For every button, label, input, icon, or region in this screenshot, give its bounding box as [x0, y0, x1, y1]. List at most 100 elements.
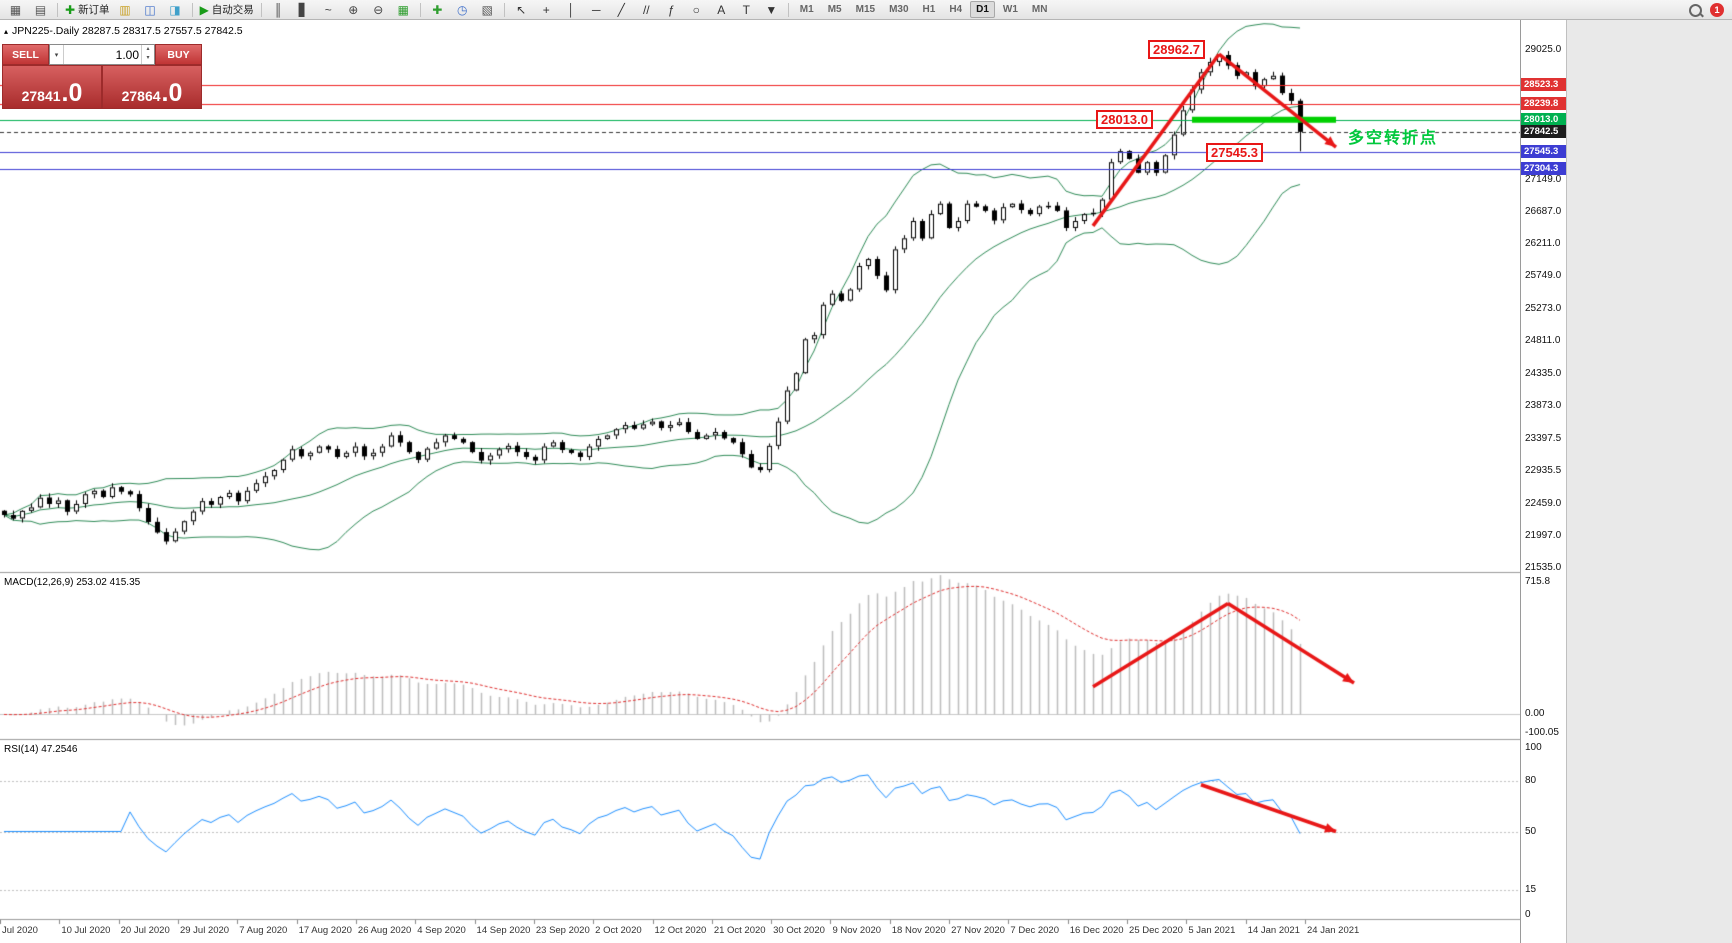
market-watch-icon[interactable]: ▥: [113, 0, 138, 19]
price-axis[interactable]: 29025.0 27149.0 26687.0 26211.0 25749.0 25273…: [1520, 20, 1566, 943]
timeframe-m30[interactable]: M30: [889, 4, 909, 15]
date-label: 17 Aug 2020: [298, 925, 352, 936]
vertical-line-icon: │: [567, 2, 576, 17]
date-label: 26 Aug 2020: [357, 925, 412, 936]
trendline-icon[interactable]: ╱: [609, 0, 634, 19]
label-icon[interactable]: T: [734, 0, 759, 19]
zoom-in-icon[interactable]: ⊕: [341, 0, 366, 19]
volume-input[interactable]: [64, 45, 141, 64]
price-axis-label: 25273.0: [1525, 303, 1562, 315]
peak-price-callout[interactable]: 28962.7: [1148, 40, 1205, 59]
volume-down-icon[interactable]: ▾: [146, 55, 150, 61]
text-icon[interactable]: A: [709, 0, 734, 19]
navigator-icon[interactable]: ◨: [163, 0, 188, 19]
new-order-button[interactable]: ✚ 新订单: [62, 0, 113, 19]
price-axis-label: 25749.0: [1525, 270, 1562, 282]
shapes-icon[interactable]: ○: [684, 0, 709, 19]
rsi-axis-label: 50: [1525, 825, 1537, 837]
buy-button[interactable]: BUY: [155, 44, 202, 65]
date-label: 10 Jul 2020: [61, 925, 111, 936]
date-label: 27 Nov 2020: [951, 925, 1005, 936]
bar-chart-icon: ║: [274, 2, 283, 17]
price-axis-label: 27149.0: [1525, 173, 1562, 185]
arrows-tool-icon[interactable]: ▼: [759, 0, 784, 19]
time-axis[interactable]: Jul 2020 10 Jul 2020 20 Jul 2020 29 Jul 202…: [0, 920, 1520, 943]
new-chart-icon[interactable]: ▦: [3, 0, 28, 19]
date-label: 2 Oct 2020: [595, 925, 642, 936]
buy-price[interactable]: 27864.0: [102, 65, 202, 109]
timeframe-w1[interactable]: W1: [1002, 4, 1018, 15]
price-axis-label: 24811.0: [1525, 335, 1561, 347]
macd-axis-label: 0.00: [1525, 708, 1545, 720]
toolbar-separator: [787, 2, 789, 17]
support-price-callout[interactable]: 28013.0: [1096, 110, 1153, 129]
autotrading-button: ▶: [199, 2, 209, 17]
price-axis-label: 24335.0: [1525, 368, 1562, 380]
timeframe-m5[interactable]: M5: [827, 4, 842, 15]
crosshair-icon[interactable]: +: [534, 0, 559, 19]
price-axis-badge: 27545.3: [1521, 145, 1566, 159]
toolbar-separator: [503, 2, 505, 17]
tile-windows-icon: ▦: [397, 2, 409, 17]
volume-up-icon[interactable]: ▴: [146, 46, 150, 52]
line-chart-icon[interactable]: ~: [316, 0, 341, 19]
cursor-icon: ↖: [516, 2, 527, 17]
rsi-axis-label: 100: [1525, 742, 1542, 753]
text-icon: A: [717, 2, 726, 17]
fibonacci-icon: ƒ: [667, 2, 675, 17]
date-label: 12 Oct 2020: [654, 925, 707, 936]
notification-badge[interactable]: 1: [1710, 3, 1724, 17]
search-icon[interactable]: [1689, 3, 1702, 17]
toolbar-separator: [191, 2, 193, 17]
timeframe-m15[interactable]: M15: [855, 4, 876, 15]
indicators-icon[interactable]: ✚: [425, 0, 450, 19]
templates-icon[interactable]: ▧: [475, 0, 500, 19]
vertical-line-icon[interactable]: │: [559, 0, 584, 19]
bar-chart-icon[interactable]: ║: [266, 0, 291, 19]
date-label: 7 Aug 2020: [239, 925, 288, 936]
candlestick-chart-icon[interactable]: ▋: [291, 0, 316, 19]
one-click-trade-panel: SELL ▾ ▴▾ BUY 27841.0 27864.0: [2, 44, 202, 109]
sell-price[interactable]: 27841.0: [2, 65, 102, 109]
periods-icon[interactable]: ◷: [450, 0, 475, 19]
timeframe-h4[interactable]: H4: [949, 4, 963, 15]
toolbar-separator: [57, 2, 58, 17]
channel-icon[interactable]: //: [634, 0, 659, 19]
horizontal-line-icon[interactable]: ─: [584, 0, 609, 19]
data-window-icon[interactable]: ◫: [138, 0, 163, 19]
chart-profiles-icon[interactable]: ▤: [28, 0, 53, 19]
date-label: 14 Sep 2020: [476, 925, 531, 936]
fibonacci-icon[interactable]: ƒ: [659, 0, 684, 19]
timeframe-mn[interactable]: MN: [1031, 4, 1048, 15]
crosshair-icon: +: [542, 2, 550, 17]
macd-indicator-label: MACD(12,26,9) 253.02 415.35: [4, 577, 141, 588]
one-click-toggle-icon[interactable]: ▴: [4, 27, 9, 36]
autotrading-button[interactable]: ▶ 自动交易: [197, 0, 257, 19]
market-watch-icon: ▥: [119, 2, 131, 17]
price-axis-badge: 27842.5: [1521, 124, 1566, 138]
toolbar-separator: [419, 2, 421, 17]
sell-button[interactable]: SELL: [2, 44, 49, 65]
periods-icon: ◷: [457, 2, 468, 17]
timeframe-m1[interactable]: M1: [799, 4, 814, 15]
rsi-axis-label: 0: [1525, 909, 1531, 920]
date-label: 4 Sep 2020: [417, 925, 466, 936]
turning-point-note[interactable]: 多空转折点: [1348, 130, 1439, 147]
timeframe-d1[interactable]: D1: [970, 1, 995, 18]
price-axis-label: 21535.0: [1525, 561, 1562, 573]
price-chart-canvas[interactable]: [0, 0, 1520, 943]
volume-dropdown-arrow[interactable]: ▾: [50, 45, 64, 64]
low-price-callout[interactable]: 27545.3: [1206, 143, 1263, 162]
cursor-icon[interactable]: ↖: [509, 0, 534, 19]
date-label: 18 Nov 2020: [891, 925, 946, 936]
volume-stepper[interactable]: ▴ ▾: [141, 45, 154, 64]
tile-windows-icon[interactable]: ▦: [391, 0, 416, 19]
zoom-out-icon[interactable]: ⊖: [366, 0, 391, 19]
date-label: 30 Oct 2020: [773, 925, 825, 936]
new-chart-icon: ▦: [9, 2, 22, 17]
price-axis-badge: 27304.3: [1521, 161, 1566, 175]
date-label: 23 Sep 2020: [535, 925, 590, 936]
volume-control[interactable]: ▾ ▴▾: [49, 44, 155, 65]
timeframe-h1[interactable]: H1: [922, 4, 936, 15]
price-axis-label: 23873.0: [1525, 400, 1562, 412]
